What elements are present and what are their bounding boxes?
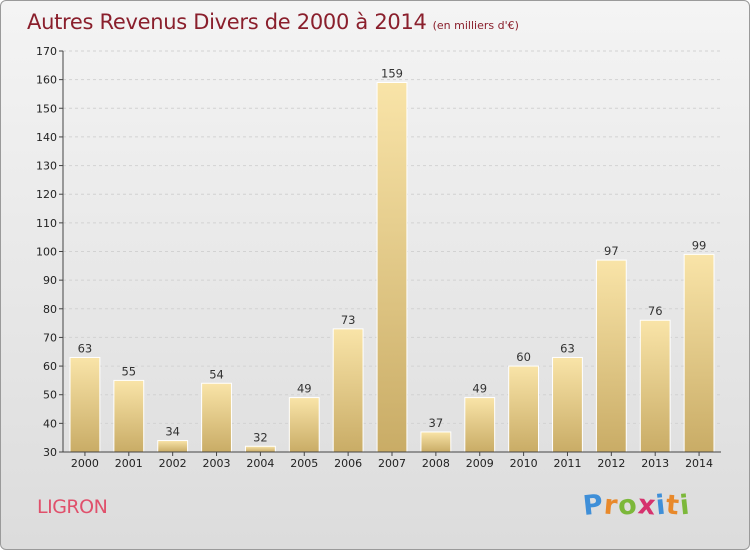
data-label-2003: 54 bbox=[209, 367, 224, 381]
y-tick-labels: 30 40 50 60 70 80 90 100 110 120 130 140 150 160 170 bbox=[36, 45, 57, 459]
x-tick-label-2000: 2000 bbox=[71, 457, 99, 470]
y-tick-label: 40 bbox=[43, 417, 57, 430]
bar-2007[interactable] bbox=[376, 82, 408, 453]
y-tick-label: 90 bbox=[43, 274, 57, 287]
proxiti-logo[interactable]: Proxiti bbox=[581, 488, 693, 523]
data-label-2008: 37 bbox=[429, 416, 444, 430]
x-tick-label-2014: 2014 bbox=[685, 457, 713, 470]
data-label-2012: 97 bbox=[604, 244, 619, 258]
chart-title-text: Autres Revenus Divers de 2000 à 2014 bbox=[27, 10, 427, 34]
y-tick-label: 110 bbox=[36, 217, 57, 230]
data-label-2011: 63 bbox=[560, 341, 575, 355]
y-tick-label: 120 bbox=[36, 188, 57, 201]
bar-2002[interactable] bbox=[157, 440, 189, 453]
data-label-2005: 49 bbox=[297, 382, 312, 396]
bar-2008[interactable] bbox=[420, 431, 452, 453]
data-label-2001: 55 bbox=[121, 364, 136, 378]
logo-letter: i bbox=[678, 489, 693, 522]
commune-name: LIGRON bbox=[37, 496, 108, 518]
bar-2000[interactable] bbox=[69, 356, 101, 453]
x-tick-labels: 2000 2001 2002 2003 2004 2005 2006 2007 2008 2009… bbox=[71, 457, 713, 470]
bars bbox=[69, 82, 715, 453]
bar-2012[interactable] bbox=[595, 259, 627, 453]
x-tick-label-2004: 2004 bbox=[246, 457, 274, 470]
y-tick-label: 30 bbox=[43, 446, 57, 459]
data-label-2010: 60 bbox=[516, 350, 531, 364]
axes bbox=[59, 50, 721, 456]
bar-2014[interactable] bbox=[683, 253, 715, 453]
x-tick-label-2006: 2006 bbox=[334, 457, 362, 470]
x-tick-label-2012: 2012 bbox=[597, 457, 625, 470]
x-tick-label-2011: 2011 bbox=[553, 457, 581, 470]
y-tick-label: 160 bbox=[36, 74, 57, 87]
y-tick-label: 100 bbox=[36, 246, 57, 259]
x-tick-label-2001: 2001 bbox=[115, 457, 143, 470]
bar-2001[interactable] bbox=[113, 379, 145, 453]
data-label-2000: 63 bbox=[78, 341, 93, 355]
x-tick-label-2013: 2013 bbox=[641, 457, 669, 470]
bar-2006[interactable] bbox=[332, 328, 364, 453]
data-labels: 63 55 34 54 32 49 73 159 37 49 60 63 97 76 99 bbox=[78, 67, 707, 445]
x-tick-label-2009: 2009 bbox=[466, 457, 494, 470]
y-tick-label: 150 bbox=[36, 102, 57, 115]
data-label-2006: 73 bbox=[341, 313, 356, 327]
chart-title: Autres Revenus Divers de 2000 à 2014 (en … bbox=[27, 10, 519, 34]
bar-2003[interactable] bbox=[201, 382, 232, 453]
x-tick-label-2008: 2008 bbox=[422, 457, 450, 470]
bar-2013[interactable] bbox=[639, 319, 671, 453]
chart-subtitle: (en milliers d'€) bbox=[432, 19, 519, 32]
y-tick-label: 130 bbox=[36, 160, 57, 173]
data-label-2013: 76 bbox=[648, 304, 663, 318]
y-tick-label: 50 bbox=[43, 389, 57, 402]
y-tick-label: 140 bbox=[36, 131, 57, 144]
x-tick-label-2002: 2002 bbox=[159, 457, 187, 470]
data-label-2004: 32 bbox=[253, 430, 268, 444]
bar-2004[interactable] bbox=[244, 445, 276, 453]
data-label-2009: 49 bbox=[472, 382, 487, 396]
x-tick-label-2010: 2010 bbox=[510, 457, 538, 470]
bar-2005[interactable] bbox=[288, 397, 320, 453]
data-label-2002: 34 bbox=[165, 425, 180, 439]
y-tick-label: 170 bbox=[36, 45, 57, 58]
bar-2009[interactable] bbox=[464, 397, 496, 453]
data-label-2007: 159 bbox=[381, 67, 403, 81]
y-tick-label: 70 bbox=[43, 331, 57, 344]
bar-2010[interactable] bbox=[508, 365, 540, 453]
x-tick-label-2005: 2005 bbox=[290, 457, 318, 470]
x-tick-label-2003: 2003 bbox=[203, 457, 231, 470]
logo-letter: P bbox=[581, 488, 606, 523]
bar-2011[interactable] bbox=[552, 356, 583, 453]
data-label-2014: 99 bbox=[692, 238, 707, 252]
x-tick-label-2007: 2007 bbox=[378, 457, 406, 470]
y-tick-label: 80 bbox=[43, 303, 57, 316]
y-tick-label: 60 bbox=[43, 360, 57, 373]
logo-letter: o bbox=[616, 489, 640, 522]
